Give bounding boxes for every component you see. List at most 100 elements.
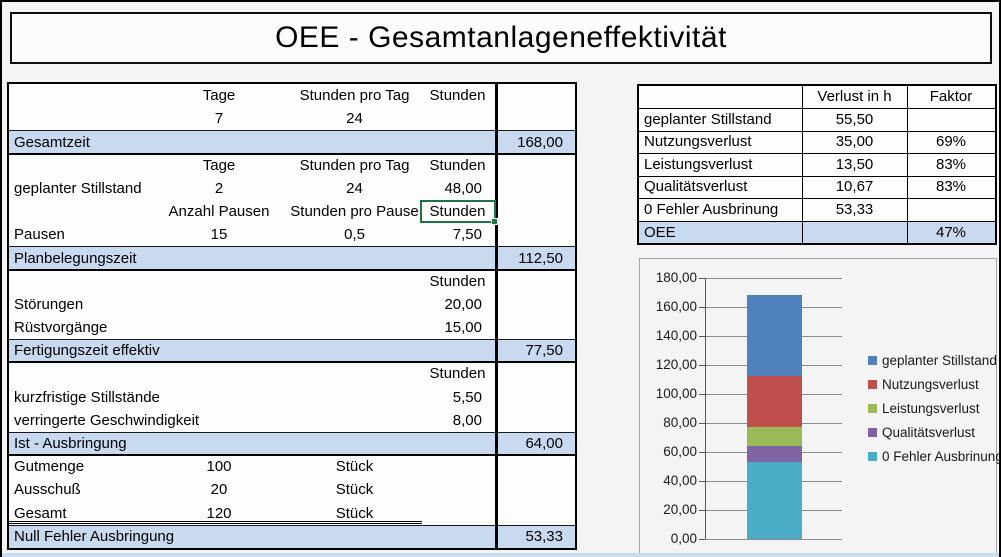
- summary-row[interactable]: Null Fehler Ausbringung 53,33: [9, 525, 575, 548]
- y-axis-label: 120,00: [655, 357, 697, 372]
- bar-segment[interactable]: [747, 295, 802, 376]
- cell-d[interactable]: Stunden: [429, 273, 486, 290]
- cell-c[interactable]: Stunden pro Tag: [299, 157, 410, 174]
- cell-result[interactable]: 168,00: [517, 134, 563, 151]
- cell-b[interactable]: 120: [206, 505, 232, 522]
- y-axis-label: 0,00: [670, 531, 697, 546]
- cell-label[interactable]: Leistungsverlust: [644, 156, 753, 173]
- cell-label[interactable]: Nutzungsverlust: [644, 133, 752, 150]
- cell-b[interactable]: Tage: [202, 87, 236, 104]
- cell-d[interactable]: Stunden: [429, 203, 486, 220]
- cell-d[interactable]: 48,00: [444, 180, 482, 197]
- legend-item[interactable]: Qualitätsverlust: [868, 424, 975, 440]
- cell-result[interactable]: 53,33: [525, 528, 563, 545]
- selection-fill-handle[interactable]: [491, 218, 498, 225]
- cell-c[interactable]: Stunden pro Tag: [299, 87, 410, 104]
- bar-segment[interactable]: [747, 461, 802, 539]
- result-column-divider: [495, 84, 498, 548]
- cell-faktor[interactable]: 47%: [935, 224, 967, 241]
- cell-label: Fertigungszeit effektiv: [14, 342, 160, 359]
- cell-d[interactable]: Stunden: [429, 157, 486, 174]
- cell-c[interactable]: Stück: [335, 458, 374, 475]
- summary-row[interactable]: Gesamtzeit 168,00: [9, 130, 575, 154]
- cell-label[interactable]: kurzfristige Stillstände: [14, 389, 160, 406]
- cell-label[interactable]: Gutmenge: [14, 458, 85, 475]
- table-row: Gutmenge 100 Stück: [9, 455, 575, 478]
- legend-item[interactable]: Leistungsverlust: [868, 400, 980, 416]
- bar-segment[interactable]: [747, 426, 802, 447]
- y-axis-label: 140,00: [655, 328, 697, 343]
- cell-label[interactable]: verringerte Geschwindigkeit: [14, 412, 200, 429]
- cell-verlust[interactable]: 10,67: [835, 178, 874, 195]
- cell-result[interactable]: 64,00: [525, 435, 563, 452]
- cell-label[interactable]: geplanter Stillstand: [644, 111, 772, 128]
- cell-label[interactable]: geplanter Stillstand: [14, 180, 142, 197]
- summary-row[interactable]: Fertigungszeit effektiv 77,50: [9, 339, 575, 362]
- cell-b[interactable]: 20: [210, 481, 228, 498]
- cell-d[interactable]: Stunden: [429, 365, 486, 382]
- cell-c[interactable]: Stunden pro Pause: [290, 203, 419, 220]
- cell-label[interactable]: Störungen: [14, 296, 84, 313]
- cell-result[interactable]: 77,50: [525, 342, 563, 359]
- cell-faktor[interactable]: 83%: [935, 156, 967, 173]
- loss-factor-table: Verlust in h Faktor geplanter Stillstand 55…: [637, 84, 997, 245]
- cell-label: Planbelegungszeit: [14, 250, 137, 267]
- cell-label[interactable]: Gesamt: [14, 505, 67, 522]
- legend-label: Nutzungsverlust: [882, 376, 979, 392]
- header-faktor[interactable]: Faktor: [929, 88, 973, 105]
- gridline: [705, 278, 842, 279]
- bar-segment[interactable]: [747, 446, 802, 462]
- axis-tick: [699, 423, 705, 424]
- header-verlust[interactable]: Verlust in h: [817, 88, 892, 105]
- cell-b[interactable]: 15: [210, 226, 228, 243]
- cell-d[interactable]: 15,00: [444, 319, 482, 336]
- summary-row[interactable]: Ist - Ausbringung 64,00: [9, 432, 575, 455]
- cell-b[interactable]: 7: [214, 110, 224, 127]
- cell-c[interactable]: 0,5: [344, 226, 365, 243]
- cell-c[interactable]: Stück: [335, 505, 374, 522]
- table-row: Stunden: [9, 270, 575, 293]
- cell-verlust[interactable]: 55,50: [835, 111, 874, 128]
- cell-d[interactable]: 7,50: [452, 226, 482, 243]
- cell-faktor[interactable]: 83%: [935, 178, 967, 195]
- cell-verlust[interactable]: 35,00: [835, 133, 874, 150]
- section-divider: [9, 361, 575, 363]
- cell-label[interactable]: Rüstvorgänge: [14, 319, 108, 336]
- cell-label[interactable]: Pausen: [14, 226, 65, 243]
- cell-d[interactable]: 8,00: [452, 412, 482, 429]
- legend-item[interactable]: Nutzungsverlust: [868, 376, 979, 392]
- cell-c[interactable]: 24: [346, 110, 363, 127]
- cell-verlust[interactable]: 53,33: [835, 201, 874, 218]
- summary-row[interactable]: Planbelegungszeit 112,50: [9, 246, 575, 270]
- cell-c[interactable]: 24: [346, 180, 363, 197]
- cell-d[interactable]: 5,50: [452, 389, 482, 406]
- cell-label[interactable]: 0 Fehler Ausbrinung: [644, 201, 779, 218]
- axis-tick: [699, 278, 705, 279]
- bar-segment[interactable]: [747, 375, 802, 427]
- cell-b[interactable]: Anzahl Pausen: [168, 203, 270, 220]
- table-row: Ausschuß 20 Stück: [9, 478, 575, 502]
- title-banner[interactable]: OEE - Gesamtanlageneffektivität: [10, 12, 992, 64]
- y-axis-label: 80,00: [663, 415, 697, 430]
- cell-result[interactable]: 112,50: [518, 250, 563, 267]
- y-axis-label: 180,00: [655, 270, 697, 285]
- cell-faktor[interactable]: 69%: [935, 133, 967, 150]
- cell-b[interactable]: Tage: [202, 157, 236, 174]
- legend-item[interactable]: geplanter Stillstand: [868, 352, 997, 368]
- row-divider: [639, 108, 995, 109]
- cell-b[interactable]: 100: [206, 458, 232, 475]
- cell-b[interactable]: 2: [214, 180, 224, 197]
- row-divider: [639, 221, 995, 222]
- legend-item[interactable]: 0 Fehler Ausbrinung: [868, 448, 999, 464]
- bottom-edge: [2, 553, 999, 557]
- cell-verlust[interactable]: 13,50: [835, 156, 874, 173]
- oee-stacked-bar-chart[interactable]: 0,00 20,00 40,00 60,00 80,00 100,00 120,00 140,…: [639, 258, 999, 554]
- cell-c[interactable]: Stück: [335, 481, 374, 498]
- legend-swatch: [868, 379, 877, 389]
- table-row: Stunden: [9, 362, 575, 386]
- summary-row[interactable]: OEE 47%: [639, 221, 995, 243]
- cell-label[interactable]: Qualitätsverlust: [644, 178, 748, 195]
- cell-d[interactable]: Stunden: [429, 87, 486, 104]
- cell-label[interactable]: Ausschuß: [14, 481, 81, 498]
- cell-d[interactable]: 20,00: [444, 296, 482, 313]
